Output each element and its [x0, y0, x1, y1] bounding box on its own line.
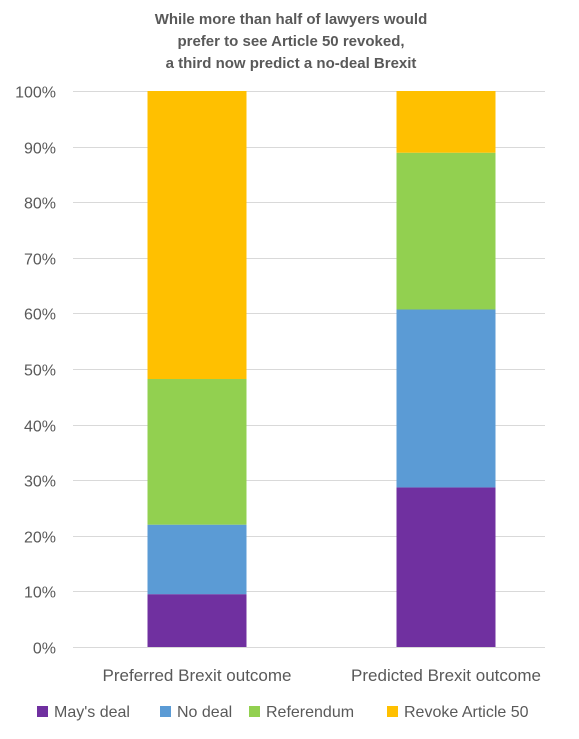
legend-label: Revoke Article 50 — [404, 704, 529, 721]
legend-label: Referendum — [266, 704, 354, 721]
legend-swatch — [160, 706, 171, 717]
x-category-label: Preferred Brexit outcome — [103, 666, 292, 685]
y-tick-label: 0% — [33, 641, 56, 658]
bar-segment-revoke-article-50-1 — [147, 91, 247, 380]
chart-title: While more than half of lawyers would pre… — [155, 11, 428, 72]
y-axis-ticks: 0% 10% 20% 30% 40% 50% 60% 70% 80% 90% 100% — [15, 85, 56, 658]
y-tick-label: 30% — [24, 474, 56, 491]
bar-segment-referendum-2 — [396, 152, 496, 310]
bar-segment-may-s-deal-1 — [147, 594, 247, 647]
y-tick-label: 90% — [24, 141, 56, 158]
y-tick-label: 10% — [24, 585, 56, 602]
bar-segment-no-deal-2 — [396, 309, 496, 488]
legend-swatch — [387, 706, 398, 717]
legend-label: May's deal — [54, 704, 130, 721]
x-axis-categories: Preferred Brexit outcome Predicted Brexit… — [103, 666, 541, 685]
chart-title-line-3: a third now predict a no-deal Brexit — [166, 55, 417, 72]
bar-segment-no-deal-1 — [147, 524, 247, 595]
y-tick-label: 60% — [24, 307, 56, 324]
bars — [147, 91, 496, 647]
legend-swatch — [249, 706, 260, 717]
legend-swatch — [37, 706, 48, 717]
y-tick-label: 40% — [24, 419, 56, 436]
legend-label: No deal — [177, 704, 232, 721]
y-tick-label: 100% — [15, 85, 56, 102]
y-tick-label: 70% — [24, 252, 56, 269]
chart-title-line-2: prefer to see Article 50 revoked, — [177, 33, 404, 50]
chart-title-line-1: While more than half of lawyers would — [155, 11, 428, 28]
bar-segment-revoke-article-50-2 — [396, 91, 496, 153]
x-category-label: Predicted Brexit outcome — [351, 666, 541, 685]
bar-segment-may-s-deal-2 — [396, 487, 496, 647]
legend: May's deal No deal Referendum Revoke Articl… — [37, 704, 529, 721]
y-tick-label: 80% — [24, 196, 56, 213]
bar-segment-referendum-1 — [147, 379, 247, 525]
y-tick-label: 50% — [24, 363, 56, 380]
y-tick-label: 20% — [24, 530, 56, 547]
